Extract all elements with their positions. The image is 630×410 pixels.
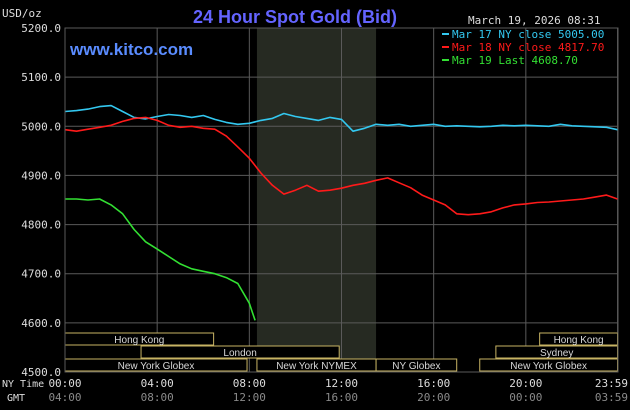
x-tick-label-gmt: 08:00 bbox=[141, 391, 174, 404]
y-tick-label: 5100.0 bbox=[21, 71, 61, 84]
session-bar bbox=[375, 358, 458, 372]
x-tick-label-gmt: 12:00 bbox=[233, 391, 266, 404]
y-tick-label: 5200.0 bbox=[21, 22, 61, 35]
session-label: New York NYMEX bbox=[276, 361, 357, 372]
y-tick-label: 5000.0 bbox=[21, 120, 61, 133]
ny-time-label: NY Time bbox=[2, 379, 44, 390]
legend-entry-mar19: Mar 19 Last 4608.70 bbox=[452, 54, 578, 67]
y-tick-label: 4500.0 bbox=[21, 366, 61, 379]
y-tick-label: 4700.0 bbox=[21, 268, 61, 281]
y-axis-ticks: 5200.0 5100.0 5000.0 4900.0 4800.0 4700.0 4600… bbox=[21, 22, 61, 379]
x-tick-label-gmt: 20:00 bbox=[417, 391, 450, 404]
y-tick-label: 4600.0 bbox=[21, 317, 61, 330]
session-label: London bbox=[223, 348, 256, 359]
x-tick-label-gmt: 03:59 bbox=[595, 391, 628, 404]
x-tick-label-ny: 04:00 bbox=[141, 377, 174, 390]
x-tick-label-ny: 00:00 bbox=[48, 377, 81, 390]
session-label: Hong Kong bbox=[554, 335, 604, 346]
legend-entry-mar17: Mar 17 NY close 5005.00 bbox=[452, 28, 604, 41]
x-tick-label-ny: 08:00 bbox=[233, 377, 266, 390]
gmt-label: GMT bbox=[7, 393, 25, 404]
x-tick-label-gmt: 04:00 bbox=[48, 391, 81, 404]
session-label: New York Globex bbox=[510, 361, 587, 372]
series-line-1 bbox=[64, 104, 618, 132]
series-line-3 bbox=[65, 198, 256, 321]
price-series bbox=[64, 104, 618, 321]
brand-logo: www.kitco.com bbox=[69, 40, 193, 59]
session-label: Hong Kong bbox=[114, 335, 164, 346]
unit-label: USD/oz bbox=[2, 7, 42, 20]
nymex-session-shade bbox=[256, 28, 377, 372]
legend: Mar 17 NY close 5005.00 Mar 18 NY close … bbox=[442, 28, 604, 67]
series-line-2 bbox=[64, 116, 618, 216]
x-tick-label-ny: 20:00 bbox=[509, 377, 542, 390]
x-tick-label-gmt: 16:00 bbox=[325, 391, 358, 404]
plot-border bbox=[64, 27, 619, 373]
session-bar bbox=[140, 345, 340, 359]
x-tick-label-ny: 12:00 bbox=[325, 377, 358, 390]
session-label: Sydney bbox=[540, 348, 573, 359]
legend-entry-mar18: Mar 18 NY close 4817.70 bbox=[452, 41, 604, 54]
y-tick-label: 4900.0 bbox=[21, 169, 61, 182]
x-axis-ticks: 00:0004:0004:0008:0008:0012:0012:0016:00… bbox=[48, 377, 628, 404]
session-label: New York Globex bbox=[118, 361, 195, 372]
chart-title: 24 Hour Spot Gold (Bid) bbox=[193, 7, 397, 27]
y-tick-label: 4800.0 bbox=[21, 219, 61, 232]
x-tick-label-gmt: 00:00 bbox=[509, 391, 542, 404]
timestamp: March 19, 2026 08:31 bbox=[468, 14, 600, 27]
x-tick-label-ny: 23:59 bbox=[595, 377, 628, 390]
session-label: NY Globex bbox=[392, 361, 440, 372]
trading-sessions: Hong Kong Hong Kong London Sydney New York G… bbox=[64, 332, 619, 372]
x-tick-label-ny: 16:00 bbox=[417, 377, 450, 390]
